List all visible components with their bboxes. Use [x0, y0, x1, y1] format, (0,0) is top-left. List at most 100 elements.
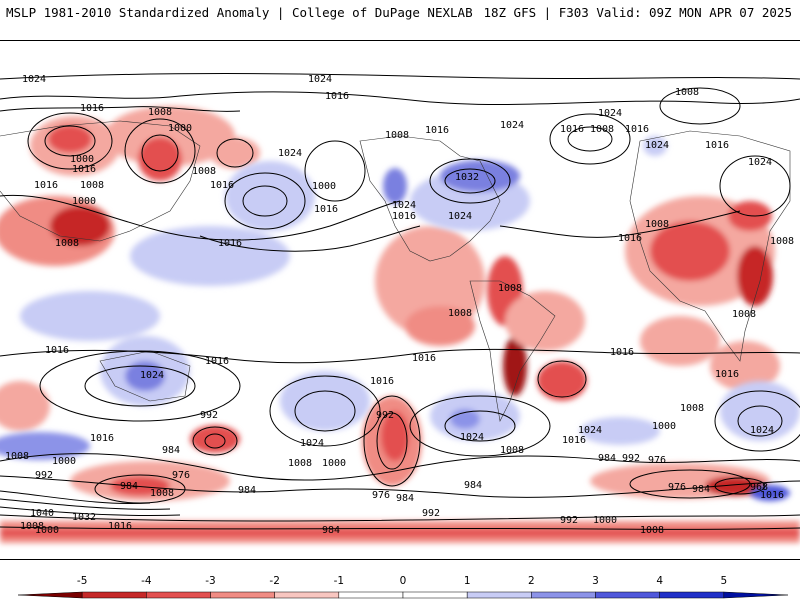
colorbar-tick-label: 0: [400, 575, 407, 587]
colorbar-tick-label: 2: [528, 575, 535, 587]
isobar-label: 1024: [300, 438, 324, 449]
isobar-label: 1008: [498, 283, 522, 294]
isobar-label: 984: [120, 481, 138, 492]
isobar-label: 1024: [392, 200, 416, 211]
isobar-label: 1016: [72, 164, 96, 175]
isobar-label: 1032: [72, 512, 96, 523]
colorbar-segment: [531, 591, 596, 599]
isobar-label: 1008: [148, 107, 172, 118]
colorbar-tick-label: -1: [334, 575, 344, 587]
isobar-label: 1008: [645, 219, 669, 230]
colorbar-segment: [146, 591, 211, 599]
isobar-label: 1016: [370, 376, 394, 387]
isobar-label: 1016: [45, 345, 69, 356]
isobar-label: 1016: [562, 435, 586, 446]
isobar-label: 1016: [425, 125, 449, 136]
isobar-label: 968: [750, 482, 768, 493]
colorbar-segment: [17, 591, 83, 599]
colorbar-tick-label: 1: [464, 575, 471, 587]
colorbar-segment: [81, 591, 147, 599]
isobar-label: 984: [162, 445, 180, 456]
isobar-label: 992: [200, 410, 218, 421]
colorbar-segment: [210, 591, 275, 599]
isobar-label: 1016: [618, 233, 642, 244]
isobar-label: 1008: [192, 166, 216, 177]
isobar-label: 1016: [325, 91, 349, 102]
isobar-label: 1016: [218, 238, 242, 249]
isobar-label: 1024: [308, 74, 332, 85]
isobar-label: 1008: [732, 309, 756, 320]
positive-anomaly-shading: [0, 136, 800, 501]
isobar-label: 1008: [288, 458, 312, 469]
colorbar-tick-label: -5: [77, 575, 87, 587]
colorbar-tick-label: -2: [269, 575, 279, 587]
isobar-label: 1000: [70, 154, 94, 165]
isobar-label: 1008: [500, 445, 524, 456]
isobar-label: 984: [598, 453, 616, 464]
continent-outlines: [0, 120, 791, 422]
isobar-label: 1008: [770, 236, 794, 247]
isobar-label: 992: [35, 470, 53, 481]
isobar-label: 992: [622, 453, 640, 464]
colorbar-segment: [274, 591, 340, 599]
colorbar-tick-label: 4: [656, 575, 663, 587]
isobar-label: 1000: [72, 196, 96, 207]
isobar-label: 976: [668, 482, 686, 493]
colorbar-segment: [659, 591, 725, 599]
isobar-label: 1016: [760, 490, 784, 501]
isobar-label: 1016: [210, 180, 234, 191]
isobar-labels: 1024 1024 1016 1016 1008 1000 1000 1016 …: [5, 74, 794, 536]
isobar-label: 1008: [80, 180, 104, 191]
isobar-label: 1016: [715, 369, 739, 380]
isobar-label: 984: [238, 485, 256, 496]
map-canvas: 1024 1024 1016 1016 1008 1000 1000 1016 …: [0, 41, 800, 559]
isobar-label: 1016: [392, 211, 416, 222]
isobar-label: 984: [396, 493, 414, 504]
isobar-label: 1008: [448, 308, 472, 319]
isobar-label: 976: [648, 455, 666, 466]
negative-anomaly-shading: [0, 106, 800, 543]
isobar-label: 1024: [750, 425, 774, 436]
isobar-label: 1024: [22, 74, 46, 85]
isobar-label: 1024: [460, 432, 484, 443]
isobar-label: 992: [376, 410, 394, 421]
isobar-contours: [0, 73, 800, 530]
isobar-label: 1008: [675, 87, 699, 98]
isobar-label: 1008: [55, 238, 79, 249]
isobar-label: 1008: [680, 403, 704, 414]
isobar-label: 1000: [593, 515, 617, 526]
anomaly-colorbar: -5 -4 -3 -2 -1 0 1 2 3 4 5: [17, 575, 789, 599]
isobar-label: 1016: [610, 347, 634, 358]
isobar-label: 1016: [705, 140, 729, 151]
isobar-label: 1016: [80, 103, 104, 114]
isobar-label: 1016: [108, 521, 132, 532]
isobar-label: 1000: [168, 123, 192, 134]
model-run-info: 18Z GFS | F303 Valid: 09Z MON APR 07 202…: [483, 5, 792, 20]
isobar-label: 984: [322, 525, 340, 536]
isobar-label: 1024: [578, 425, 602, 436]
isobar-label: 1000: [35, 525, 59, 536]
colorbar-segment: [338, 591, 404, 599]
colorbar-tick-label: 5: [720, 575, 727, 587]
map-title: MSLP 1981-2010 Standardized Anomaly | Co…: [6, 5, 473, 20]
isobar-label: 1000: [312, 181, 336, 192]
colorbar-segment: [402, 591, 468, 599]
colorbar-tick-label: -3: [205, 575, 215, 587]
isobar-label: 1016: [625, 124, 649, 135]
isobar-label: 1024: [645, 140, 669, 151]
isobar-label: 984: [464, 480, 482, 491]
isobar-label: 1032: [455, 172, 479, 183]
isobar-label: 1008: [20, 521, 44, 532]
anomaly-map: 1024 1024 1016 1016 1008 1000 1000 1016 …: [0, 40, 800, 560]
isobar-label: 1016: [34, 180, 58, 191]
isobar-label: 1040: [30, 508, 54, 519]
isobar-label: 1000: [322, 458, 346, 469]
isobar-label: 1016: [412, 353, 436, 364]
isobar-label: 1024: [140, 370, 164, 381]
colorbar-tick-label: -4: [141, 575, 152, 587]
isobar-label: 1016: [314, 204, 338, 215]
isobar-label: 976: [372, 490, 390, 501]
colorbar-segment: [466, 591, 532, 599]
isobar-label: 1000: [652, 421, 676, 432]
isobar-label: 1024: [598, 108, 622, 119]
